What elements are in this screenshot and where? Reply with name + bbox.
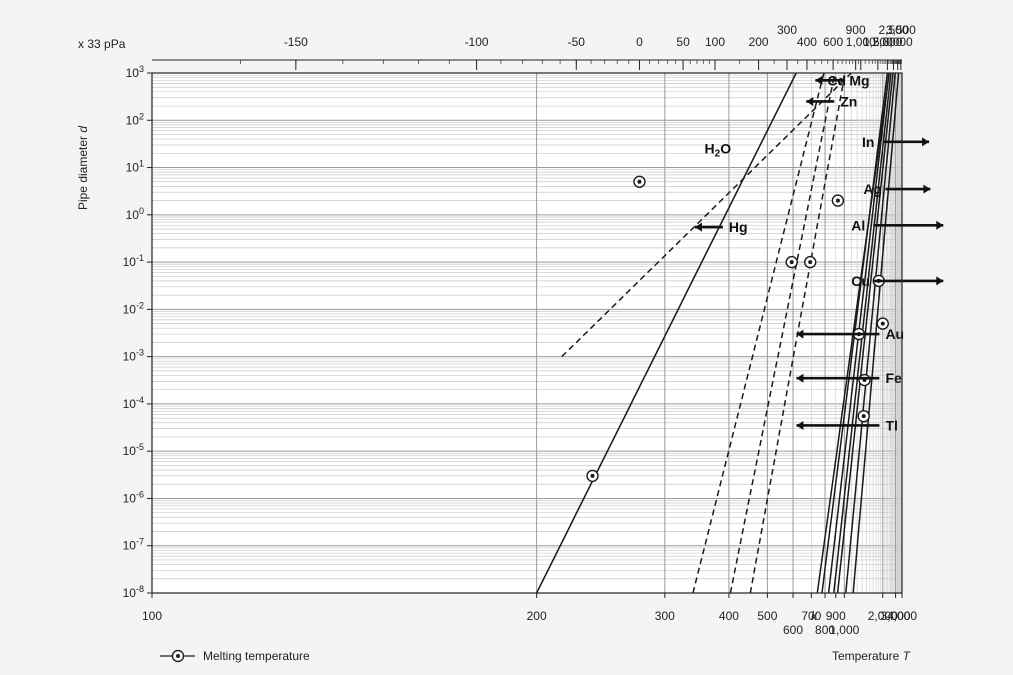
x-axis-title-var: T xyxy=(903,649,912,663)
legend: Melting temperature xyxy=(160,649,310,663)
bottom-tick-label: 4,000 xyxy=(887,609,917,623)
series-label-ag: Ag xyxy=(863,181,882,197)
top-tick-label: 100 xyxy=(705,35,725,49)
series-line-zn xyxy=(729,72,836,594)
annotations: Mg Zn Cd In Ag Al Cu Au Fe Tl Hg H2O xyxy=(694,72,944,433)
y-axis-title-var: d xyxy=(76,126,90,133)
bottom-tick-label: 800 xyxy=(815,623,835,637)
legend-marker-dot-icon xyxy=(176,654,180,658)
bottom-tick-label: 900 xyxy=(826,609,846,623)
bottom-tick-label: 100 xyxy=(142,609,162,623)
series-label-mg: Mg xyxy=(849,72,869,88)
y-tick-label: 102 xyxy=(126,111,144,127)
series-label-zn: Zn xyxy=(840,93,857,109)
melting-point-dot-cd xyxy=(789,260,794,265)
bottom-tick-label: 600 xyxy=(783,623,803,637)
plot-area xyxy=(152,73,902,593)
top-tick-label: 200 xyxy=(749,35,769,49)
arrow-head-icon xyxy=(796,329,804,339)
series-label-cu: Cu xyxy=(851,273,870,289)
top-tick-label: 3,000 xyxy=(883,35,913,49)
y-tick-label: 10-5 xyxy=(123,442,144,458)
legend-label: Melting temperature xyxy=(203,649,310,663)
top-tick-label: 0 xyxy=(636,35,643,49)
series-label-al: Al xyxy=(851,217,865,233)
x-axis-title: Temperature T xyxy=(832,649,912,663)
y-tick-label: 100 xyxy=(126,206,144,222)
top-tick-label: 50 xyxy=(676,35,690,49)
y-tick-label: 10-8 xyxy=(123,584,144,600)
y-tick-label: 10-2 xyxy=(123,300,144,316)
series-label-in: In xyxy=(862,134,874,150)
series-label-fe: Fe xyxy=(885,370,902,386)
melting-point-dot-mg xyxy=(835,198,840,203)
y-tick-label: 10-4 xyxy=(123,395,144,411)
melting-point-dot-al xyxy=(861,414,866,419)
y-axis-title-main: Pipe diameter xyxy=(76,136,90,210)
y-tick-label: 10-6 xyxy=(123,489,144,505)
top-tick-label: 300 xyxy=(777,23,797,37)
top-tick-label: 1,500 xyxy=(863,35,893,49)
arrow-head-icon xyxy=(796,373,804,383)
x-unit-label: k xyxy=(811,609,818,623)
arrow-head-icon xyxy=(796,420,804,430)
top-tick-label: 400 xyxy=(797,35,817,49)
top-tick-label: -100 xyxy=(465,35,489,49)
bottom-tick-label: 400 xyxy=(719,609,739,623)
y-tick-label: 101 xyxy=(126,159,144,175)
arrow-head-icon xyxy=(936,276,944,286)
bottom-tick-label: 3,000 xyxy=(881,609,911,623)
x-axis-title-main: Temperature xyxy=(832,649,900,663)
arrow-head-icon xyxy=(815,75,823,85)
top-tick-label: 600 xyxy=(823,35,843,49)
top-tick-label: 3,500 xyxy=(886,23,916,37)
series-line-hg xyxy=(535,72,797,594)
series-label-cd: Cd xyxy=(827,72,846,88)
arrow-head-icon xyxy=(694,222,702,232)
series-line-h2o xyxy=(561,72,852,358)
y-tick-label: 10-3 xyxy=(123,348,144,364)
bottom-tick-label: 1,000 xyxy=(829,623,859,637)
melting-point-dot-zn xyxy=(808,260,813,265)
plot-frame xyxy=(151,72,903,594)
bottom-tick-label: 300 xyxy=(655,609,675,623)
top-tick-label: -50 xyxy=(568,35,586,49)
top-tick-label: -150 xyxy=(284,35,308,49)
top-tick-label: 900 xyxy=(846,23,866,37)
y-axis: 103 102 101 100 10-1 10-2 10-3 10-4 10-5 10-6 10-7… xyxy=(123,64,152,600)
y-tick-label: 10-7 xyxy=(123,537,144,553)
top-tick-label: 2,500 xyxy=(878,23,908,37)
top-unit-label: x 33 pPa xyxy=(78,37,126,51)
bottom-tick-label: 700 xyxy=(801,609,821,623)
series-label-hg: Hg xyxy=(729,219,748,235)
series-label-tl: Tl xyxy=(885,417,897,433)
bottom-tick-label: 2,000 xyxy=(868,609,898,623)
y-tick-label: 10-1 xyxy=(123,253,144,269)
melting-point-dot-tl xyxy=(880,321,885,326)
arrow-head-icon xyxy=(923,184,931,194)
y-tick-label: 103 xyxy=(126,64,144,80)
melting-point-dot-h2o xyxy=(637,179,642,184)
series-label-au: Au xyxy=(885,326,904,342)
arrow-head-icon xyxy=(806,96,814,106)
series-label-h2o: H2O xyxy=(705,141,732,160)
y-axis-title: Pipe diameter d xyxy=(76,126,90,210)
top-tick-label: 2,000 xyxy=(872,35,902,49)
bottom-tick-label: 500 xyxy=(757,609,777,623)
arrow-head-icon xyxy=(922,137,930,147)
arrow-head-icon xyxy=(936,220,944,230)
bottom-tick-label: 200 xyxy=(527,609,547,623)
melting-point-dot-hg xyxy=(590,473,595,478)
top-tick-label: 1,000 xyxy=(846,35,876,49)
